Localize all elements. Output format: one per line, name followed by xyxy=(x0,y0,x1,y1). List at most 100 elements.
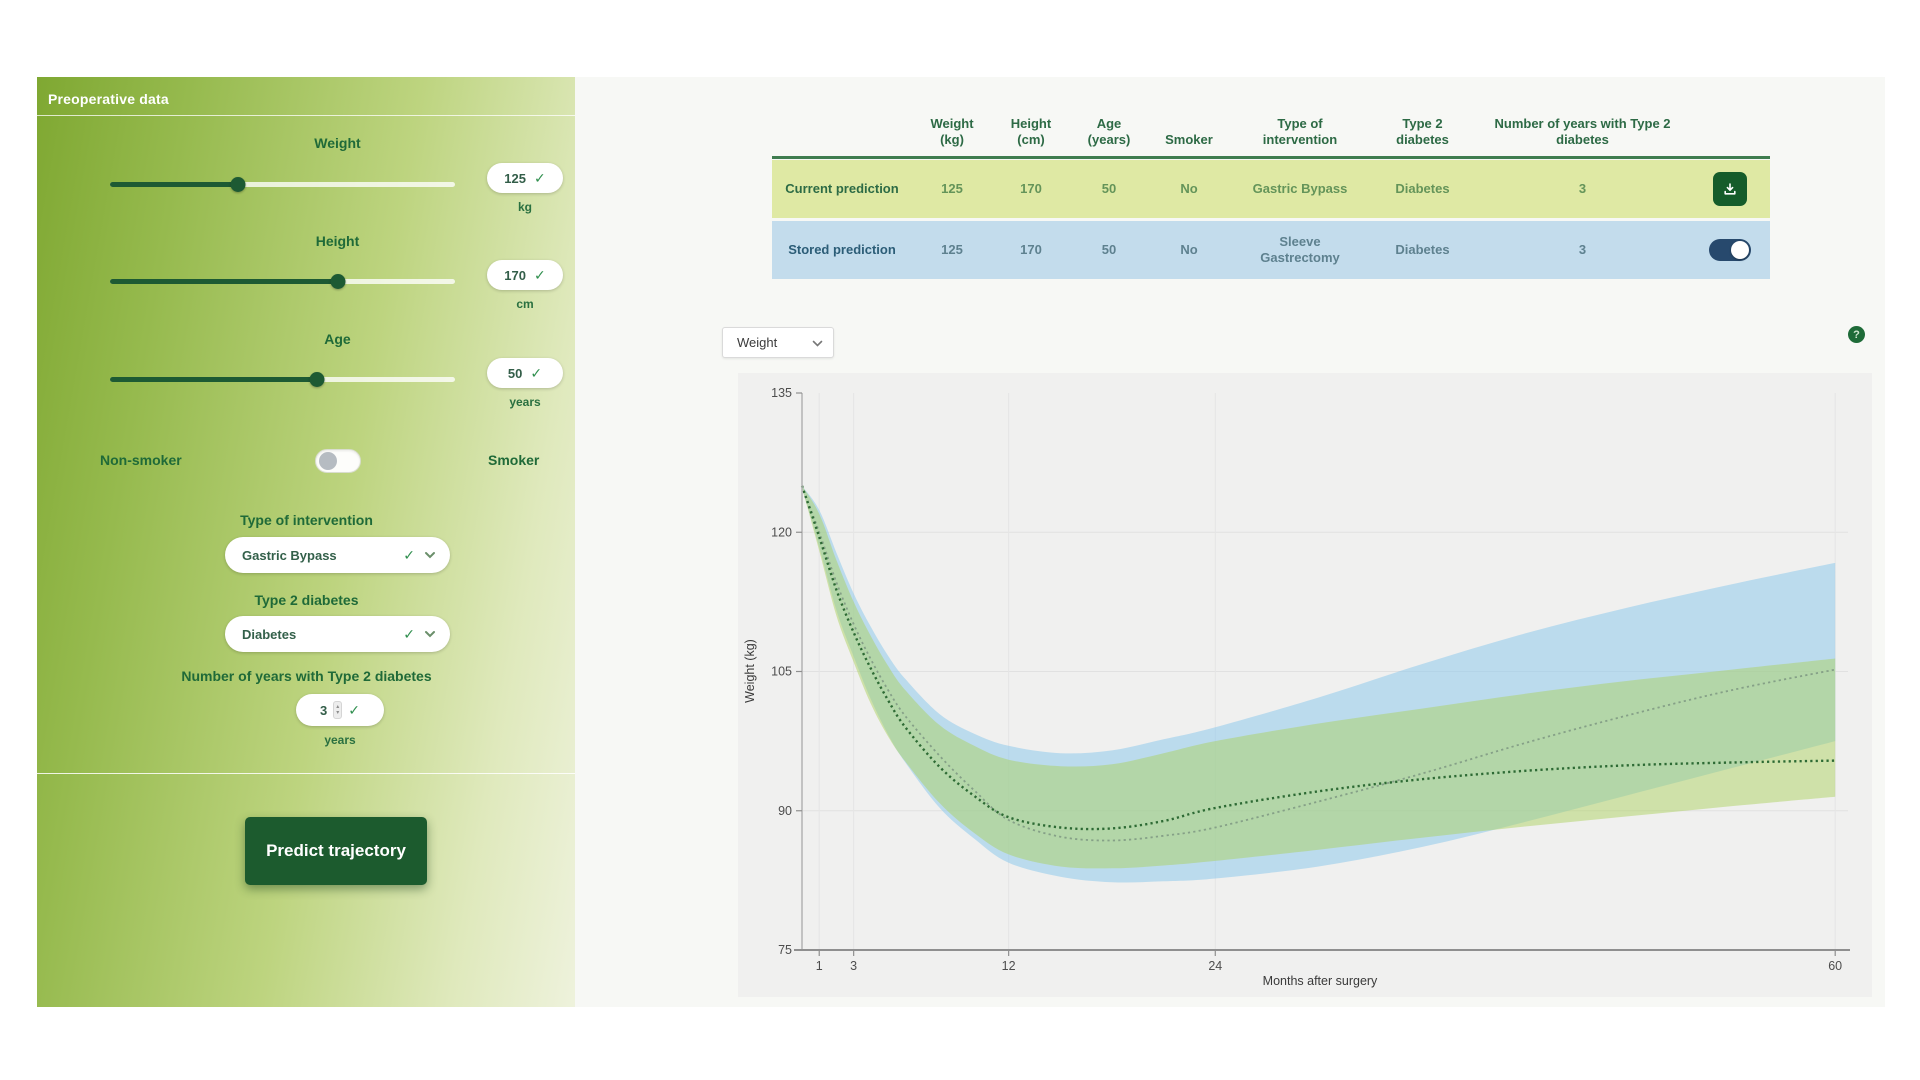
svg-text:24: 24 xyxy=(1208,959,1222,973)
chevron-down-icon xyxy=(812,334,823,352)
check-icon: ✓ xyxy=(348,702,360,718)
trajectory-chart: 75 90 105 120 135 1 3 12 24 60 Weight (kg) Months a… xyxy=(738,373,1872,997)
results-section: Weight (kg) Height (cm) Age (years) Smoker … xyxy=(575,77,1885,1007)
predict-trajectory-button[interactable]: Predict trajectory xyxy=(245,817,427,885)
cell-age: 50 xyxy=(1101,180,1117,196)
table-row-stored-prediction: Stored prediction 125 170 50 No Sleeve G… xyxy=(772,221,1770,279)
age-label: Age xyxy=(324,331,351,347)
svg-text:135: 135 xyxy=(771,386,792,400)
col-header-intervention: Type of intervention xyxy=(1262,115,1338,147)
row-label: Current prediction xyxy=(785,180,899,196)
row-label: Stored prediction xyxy=(788,241,896,257)
cell-diabetes: Diabetes xyxy=(1395,241,1450,257)
cell-smoker: No xyxy=(1180,241,1198,257)
weight-value: 125 xyxy=(504,170,526,186)
chevron-down-icon xyxy=(424,630,436,638)
check-icon: ✓ xyxy=(403,547,415,563)
diabetes-years-unit-label: years xyxy=(324,733,356,747)
svg-text:105: 105 xyxy=(771,665,792,679)
weight-slider-fill xyxy=(110,182,238,187)
diabetes-years-label: Number of years with Type 2 diabetes xyxy=(181,668,432,684)
cell-intervention: Gastric Bypass xyxy=(1252,180,1348,196)
col-header-weight: Weight (kg) xyxy=(930,115,974,147)
col-header-height: Height (cm) xyxy=(1010,115,1052,147)
cell-diabetes-years: 3 xyxy=(1578,241,1587,257)
svg-text:90: 90 xyxy=(778,804,792,818)
stored-prediction-toggle[interactable] xyxy=(1709,239,1751,261)
prediction-table: Weight (kg) Height (cm) Age (years) Smoker … xyxy=(772,108,1770,279)
cell-diabetes: Diabetes xyxy=(1395,180,1450,196)
cell-height: 170 xyxy=(1020,180,1042,196)
age-value: 50 xyxy=(507,365,523,381)
panel-divider xyxy=(37,773,575,774)
svg-text:1: 1 xyxy=(816,959,823,973)
chart-metric-select[interactable]: Weight xyxy=(722,327,834,358)
cell-weight: 125 xyxy=(941,241,963,257)
height-value: 170 xyxy=(504,267,526,283)
height-slider-thumb[interactable] xyxy=(330,274,346,289)
age-unit-label: years xyxy=(509,395,541,409)
col-header-age: Age (years) xyxy=(1087,115,1131,147)
svg-text:75: 75 xyxy=(778,943,792,957)
weight-label: Weight xyxy=(314,135,361,151)
stored-prediction-toggle-knob xyxy=(1731,241,1749,259)
cell-diabetes-years: 3 xyxy=(1578,180,1587,196)
intervention-label: Type of intervention xyxy=(240,512,373,528)
prediction-table-header: Weight (kg) Height (cm) Age (years) Smoker … xyxy=(772,108,1770,159)
age-slider-fill xyxy=(110,377,317,382)
diabetes-select[interactable]: Diabetes ✓ xyxy=(225,616,450,652)
save-icon xyxy=(1724,183,1736,195)
svg-text:Months after surgery: Months after surgery xyxy=(1263,974,1378,988)
smoker-label: Smoker xyxy=(488,452,540,468)
weight-slider-thumb[interactable] xyxy=(230,177,246,192)
chevron-down-icon xyxy=(424,551,436,559)
height-slider-fill xyxy=(110,279,338,284)
diabetes-value: Diabetes xyxy=(242,626,297,642)
panel-title: Preoperative data xyxy=(48,91,169,107)
weight-unit-label: kg xyxy=(517,200,532,214)
height-value-input[interactable]: 170 ✓ xyxy=(487,260,563,290)
preoperative-data-panel: Preoperative data Weight 125 ✓ kg Height… xyxy=(37,77,575,1007)
intervention-select[interactable]: Gastric Bypass ✓ xyxy=(225,537,450,573)
non-smoker-label: Non-smoker xyxy=(100,452,182,468)
svg-text:Weight (kg): Weight (kg) xyxy=(743,639,757,703)
col-header-diabetes: Type 2 diabetes xyxy=(1396,115,1449,147)
panel-title-divider xyxy=(37,115,575,116)
svg-text:3: 3 xyxy=(850,959,857,973)
svg-text:12: 12 xyxy=(1002,959,1016,973)
weight-value-input[interactable]: 125 ✓ xyxy=(487,163,563,193)
number-stepper-icon[interactable]: ▴ ▾ xyxy=(333,701,343,719)
cell-weight: 125 xyxy=(941,180,963,196)
age-slider[interactable] xyxy=(110,372,455,387)
cell-age: 50 xyxy=(1101,241,1117,257)
check-icon: ✓ xyxy=(403,626,415,642)
age-value-input[interactable]: 50 ✓ xyxy=(487,358,563,388)
height-slider[interactable] xyxy=(110,274,455,289)
cell-smoker: No xyxy=(1180,180,1198,196)
weight-slider[interactable] xyxy=(110,177,455,192)
svg-text:60: 60 xyxy=(1828,959,1842,973)
col-header-diabetes-years: Number of years with Type 2 diabetes xyxy=(1494,115,1671,147)
diabetes-years-input[interactable]: 3 ▴ ▾ ✓ xyxy=(296,694,384,726)
cell-height: 170 xyxy=(1020,241,1042,257)
check-icon: ✓ xyxy=(533,170,546,186)
smoker-toggle-knob xyxy=(319,452,337,470)
intervention-value: Gastric Bypass xyxy=(242,547,337,563)
diabetes-label: Type 2 diabetes xyxy=(254,592,359,608)
svg-text:120: 120 xyxy=(771,525,792,539)
check-icon: ✓ xyxy=(533,267,546,283)
height-unit-label: cm xyxy=(516,297,534,311)
chart-metric-value: Weight xyxy=(737,335,778,350)
diabetes-years-value: 3 xyxy=(320,702,328,718)
height-label: Height xyxy=(315,233,360,249)
help-icon[interactable]: ? xyxy=(1848,326,1865,343)
smoker-toggle[interactable] xyxy=(315,449,361,473)
age-slider-thumb[interactable] xyxy=(309,372,325,387)
trajectory-chart-svg: 75 90 105 120 135 1 3 12 24 60 Weight (kg) Months a… xyxy=(743,386,1850,988)
table-row-current-prediction: Current prediction 125 170 50 No Gastric… xyxy=(772,160,1770,218)
cell-intervention: Sleeve Gastrectomy xyxy=(1260,233,1340,265)
check-icon: ✓ xyxy=(530,365,543,381)
save-prediction-button[interactable] xyxy=(1713,172,1747,206)
col-header-smoker: Smoker xyxy=(1165,131,1213,147)
